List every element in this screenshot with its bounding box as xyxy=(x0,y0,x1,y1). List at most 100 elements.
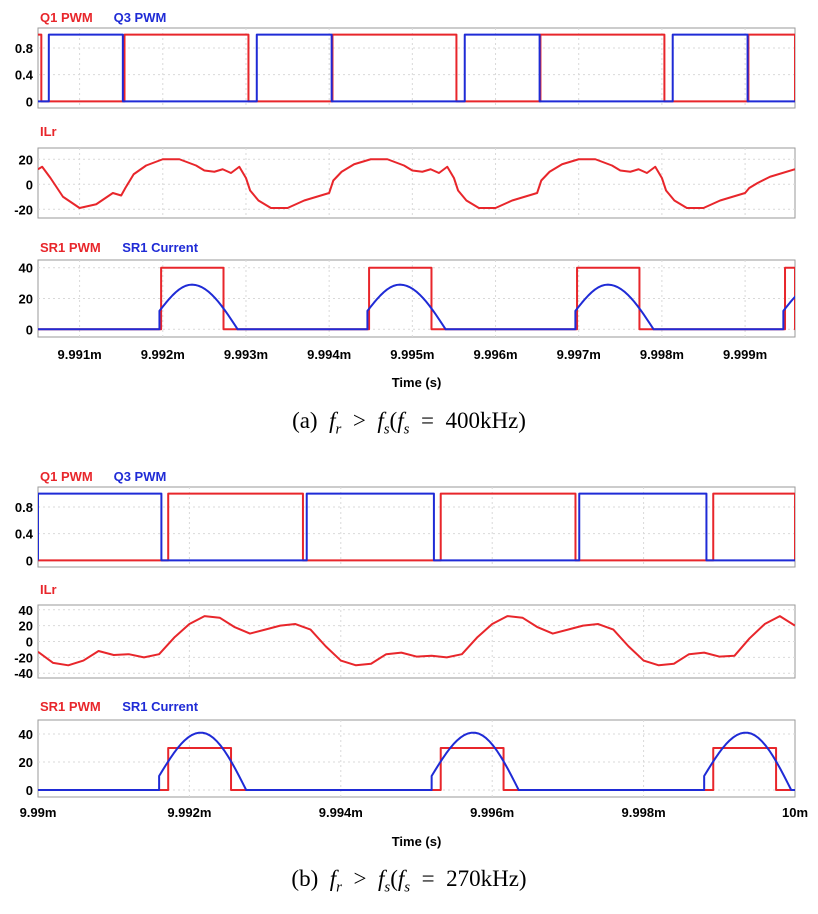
caption-b-rhs: f xyxy=(377,866,385,891)
trace-group xyxy=(38,615,795,667)
legend-entry: ILr xyxy=(40,124,57,139)
x-axis: 9.991m 9.992m 9.993m 9.994m 9.995m 9.996m 9.99… xyxy=(58,347,768,390)
x-tick-label: 9.996m xyxy=(470,805,514,820)
trace-group xyxy=(38,33,795,103)
x-tick-label: 9.997m xyxy=(557,347,601,362)
panel-3: 40 20 0 SR1 PWM SR1 Current xyxy=(19,240,796,338)
y-tick-label: 0.4 xyxy=(15,68,34,83)
plot-area xyxy=(37,719,796,798)
series-q1-pwm xyxy=(38,492,795,562)
caption-b-label: (b) xyxy=(291,866,319,891)
x-tick-label: 9.991m xyxy=(58,347,102,362)
y-tick-label: 0.8 xyxy=(15,500,33,515)
trace-group xyxy=(38,731,795,791)
panel-1: 0.8 0.4 0 Q1 PWM Q3 PWM xyxy=(15,469,796,568)
x-axis-label: Time (s) xyxy=(392,375,442,390)
series-q3-pwm xyxy=(38,33,795,103)
plot-area xyxy=(37,147,796,219)
legend-entry: SR1 PWM xyxy=(40,240,101,255)
caption-a-param: f xyxy=(397,408,404,433)
y-tick-label: 0 xyxy=(26,322,33,337)
series-ilr xyxy=(38,158,795,209)
y-tick-label: 20 xyxy=(19,755,33,770)
caption-a-lhs: f xyxy=(329,408,336,433)
y-tick-label: 40 xyxy=(19,603,33,618)
panel-2: 20 0 -20 ILr xyxy=(14,124,796,219)
caption-b-param: f xyxy=(397,866,405,891)
y-tick-label: 0 xyxy=(26,783,33,798)
caption-b-close: ) xyxy=(518,866,527,891)
caption-a-rhs-sub: s xyxy=(383,421,390,438)
plot-area xyxy=(37,604,796,679)
x-axis-label: Time (s) xyxy=(392,834,442,849)
y-tick-label: -20 xyxy=(14,650,33,665)
x-tick-label: 9.994m xyxy=(319,805,363,820)
y-tick-label: -20 xyxy=(14,202,33,217)
x-tick-label: 9.998m xyxy=(640,347,684,362)
legend-entry: Q1 PWM xyxy=(40,10,93,25)
y-tick-label: 0 xyxy=(26,635,33,650)
y-tick-label: 20 xyxy=(19,152,33,167)
caption-a-close: ) xyxy=(518,408,526,433)
caption-a-label: (a) xyxy=(292,408,318,433)
caption-a-eq: = xyxy=(420,408,434,433)
caption-a-open: ( xyxy=(389,408,398,433)
legend-entry: Q3 PWM xyxy=(114,10,167,25)
series-sr1-current xyxy=(38,731,795,791)
caption-b-value: 270kHz xyxy=(446,866,519,891)
caption-a-lhs-sub: r xyxy=(335,421,342,438)
caption-b: (b) fr > fs(fs = 270kHz) xyxy=(0,866,818,897)
panel-3: 40 20 0 SR1 PWM SR1 Current xyxy=(19,699,796,798)
y-tick-label: 0 xyxy=(26,94,33,109)
caption-b-eq: = xyxy=(421,866,435,891)
legend-entry: ILr xyxy=(40,582,57,597)
series-sr1-current xyxy=(38,283,795,331)
caption-a: (a) fr > fs(fs = 400kHz) xyxy=(0,408,818,439)
caption-a-op: > xyxy=(352,408,366,433)
y-tick-label: -40 xyxy=(14,666,33,681)
x-tick-label: 10m xyxy=(782,805,808,820)
x-tick-label: 9.99m xyxy=(20,805,57,820)
trace-group xyxy=(38,266,795,331)
series-ilr xyxy=(38,615,795,667)
legend-entry: Q1 PWM xyxy=(40,469,93,484)
x-tick-label: 9.992m xyxy=(167,805,211,820)
y-tick-label: 0 xyxy=(26,553,33,568)
y-tick-label: 0.4 xyxy=(15,527,34,542)
x-tick-label: 9.994m xyxy=(307,347,351,362)
caption-a-rhs: f xyxy=(377,408,384,433)
caption-b-rhs-sub: s xyxy=(384,879,391,896)
y-tick-label: 0 xyxy=(26,177,33,192)
legend-entry: Q3 PWM xyxy=(114,469,167,484)
series-q3-pwm xyxy=(38,492,795,562)
y-tick-label: 40 xyxy=(19,261,33,276)
panel-1: 0.8 0.4 0 Q1 PWM Q3 PWM xyxy=(15,10,796,109)
legend-entry: SR1 Current xyxy=(122,699,199,714)
caption-a-value: 400kHz xyxy=(445,408,519,433)
plot-area xyxy=(37,27,796,109)
caption-b-lhs: f xyxy=(329,866,337,891)
x-tick-label: 9.996m xyxy=(473,347,517,362)
legend-entry: SR1 PWM xyxy=(40,699,101,714)
x-tick-label: 9.992m xyxy=(141,347,185,362)
x-tick-label: 9.998m xyxy=(622,805,666,820)
caption-b-open: ( xyxy=(390,866,398,891)
caption-b-op: > xyxy=(353,866,367,891)
caption-b-param-sub: s xyxy=(404,879,411,896)
y-tick-label: 20 xyxy=(19,292,33,307)
trace-group xyxy=(38,158,795,209)
caption-b-lhs-sub: r xyxy=(336,879,342,896)
plot-area xyxy=(37,259,796,338)
plot-area xyxy=(37,486,796,568)
y-tick-label: 20 xyxy=(19,619,33,634)
y-tick-label: 40 xyxy=(19,727,33,742)
y-tick-label: 0.8 xyxy=(15,41,33,56)
caption-a-param-sub: s xyxy=(403,421,410,438)
x-axis: 9.99m 9.992m 9.994m 9.996m 9.998m 10m Time (s) xyxy=(20,805,808,849)
legend-entry: SR1 Current xyxy=(122,240,199,255)
x-tick-label: 9.999m xyxy=(723,347,767,362)
figure-a: 0.8 0.4 0 Q1 PWM Q3 PWM 20 0 -20 ILr 40 20 0 SR1 PWM… xyxy=(14,10,796,390)
